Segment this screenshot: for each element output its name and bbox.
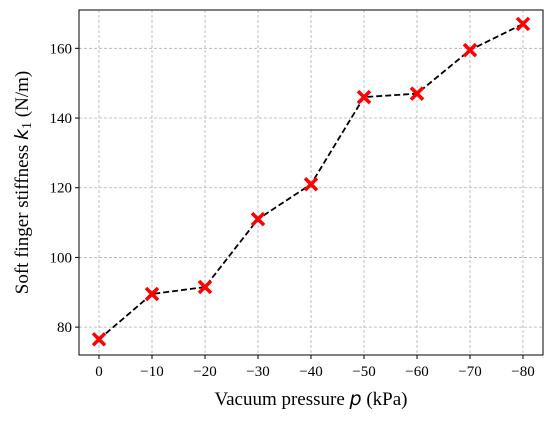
data-point-marker <box>356 89 372 105</box>
x-tick-label: −20 <box>193 364 216 380</box>
x-ticks: 0 −10 −20 −30 −40 −50 −60 −70 −80 <box>95 355 535 380</box>
y-tick-label: 160 <box>50 41 73 57</box>
x-tick-label: −80 <box>511 364 534 380</box>
x-tick-label: 0 <box>95 364 103 380</box>
x-tick-label: −60 <box>405 364 428 380</box>
data-point-marker <box>197 279 213 295</box>
data-point-marker <box>409 86 425 101</box>
data-point-marker <box>515 16 531 32</box>
x-tick-label: −50 <box>352 364 375 380</box>
x-tick-label: −30 <box>246 364 269 380</box>
data-point-marker <box>144 286 160 302</box>
data-point-marker <box>250 211 266 227</box>
data-point-marker <box>462 42 478 58</box>
y-axis-label: Soft finger stiffness k1 (N/m) <box>11 71 35 294</box>
y-tick-label: 140 <box>50 111 73 127</box>
data-point-marker <box>303 177 319 192</box>
y-ticks: 80 100 120 140 160 <box>50 41 79 336</box>
x-tick-label: −10 <box>140 364 163 380</box>
data-point-marker <box>91 332 107 347</box>
x-tick-label: −40 <box>299 364 322 380</box>
y-tick-label: 80 <box>57 320 72 336</box>
x-axis-label: Vacuum pressure p (kPa) <box>214 388 407 410</box>
y-tick-label: 100 <box>50 250 73 266</box>
x-tick-label: −70 <box>458 364 481 380</box>
y-tick-label: 120 <box>50 181 73 197</box>
marker-layer <box>91 16 531 347</box>
